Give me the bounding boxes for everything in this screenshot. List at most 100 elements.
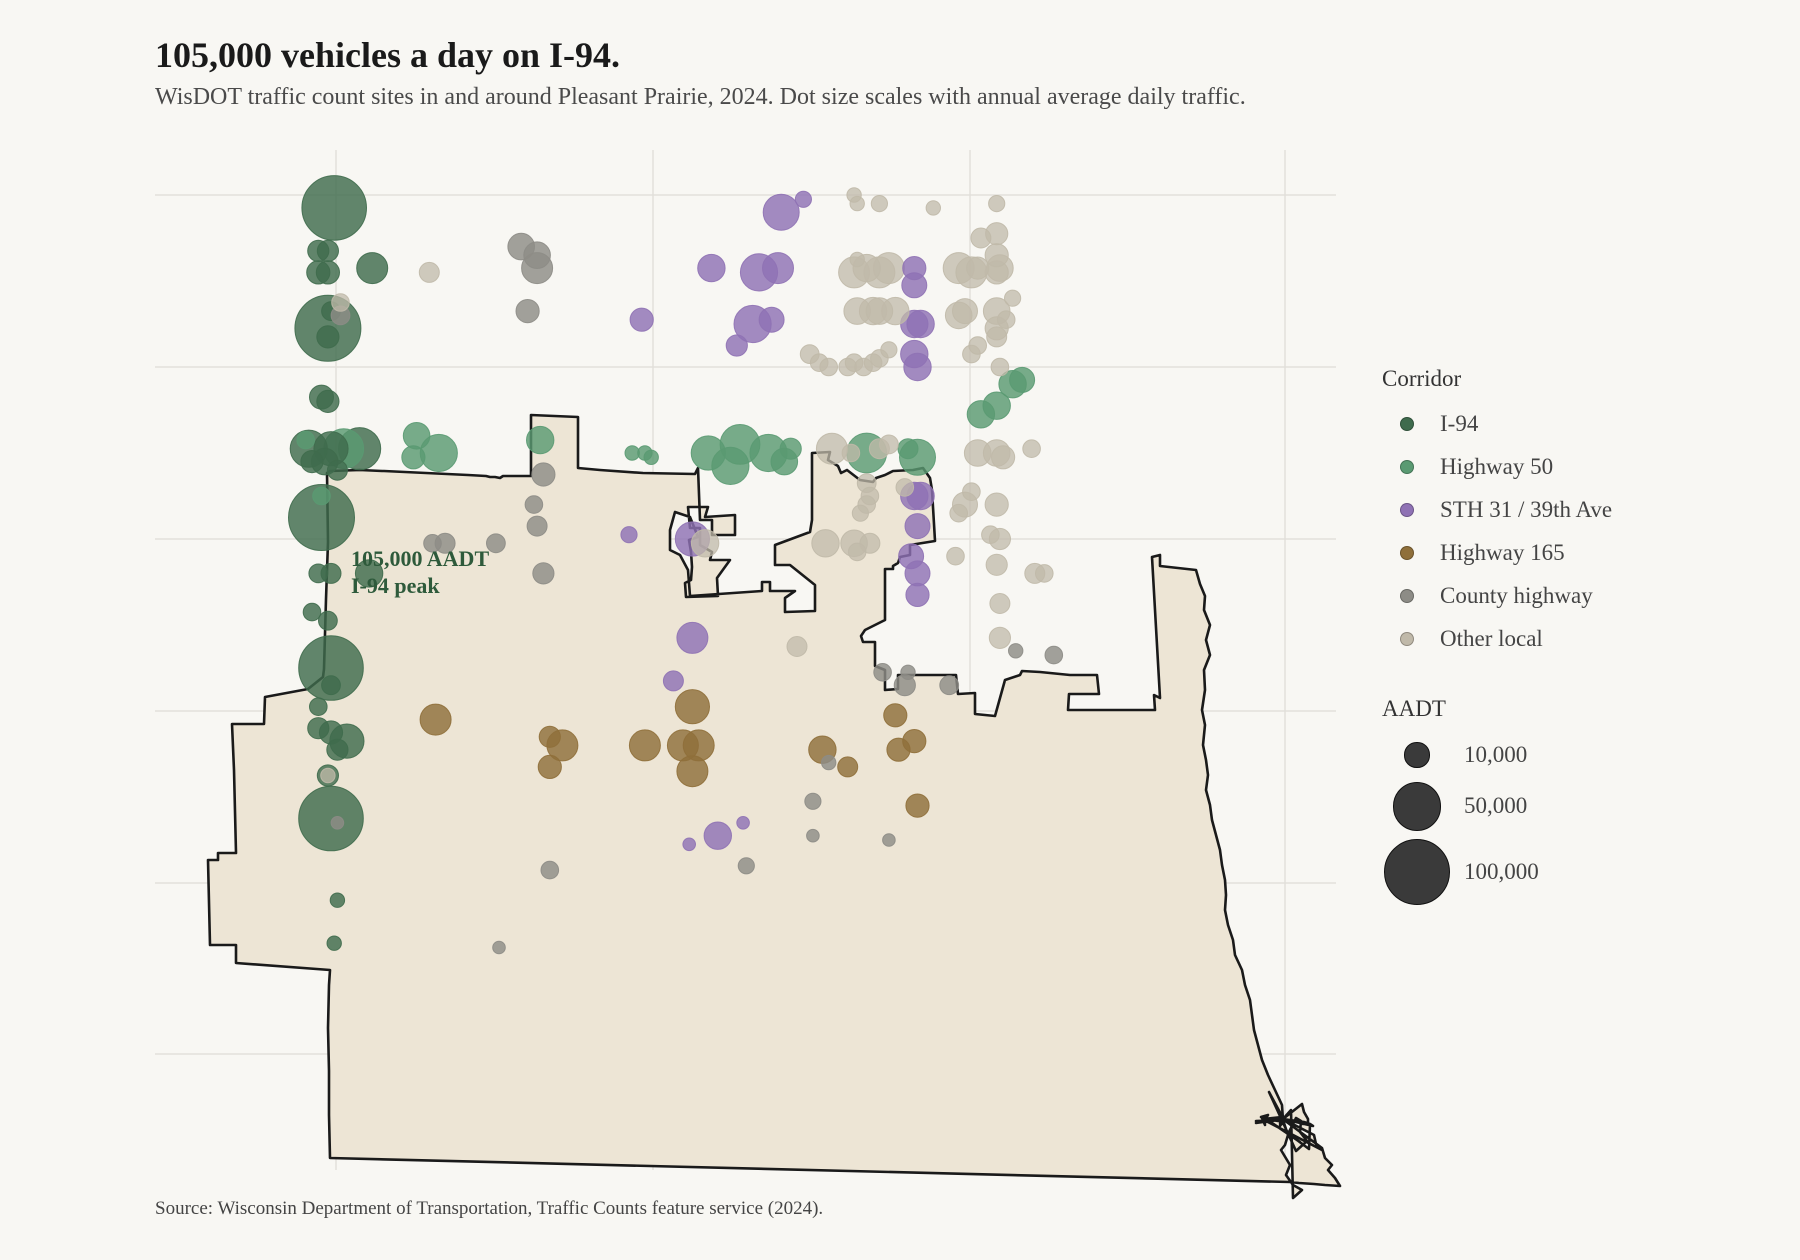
count-site-county[interactable] (515, 299, 540, 324)
count-site-sth31[interactable] (904, 560, 931, 587)
count-site-local[interactable] (847, 542, 867, 562)
count-site-sth31[interactable] (629, 307, 654, 332)
count-site-local[interactable] (984, 243, 1009, 268)
count-site-hwy165[interactable] (419, 703, 452, 736)
count-site-hwy50[interactable] (897, 438, 919, 460)
count-site-local[interactable] (849, 251, 865, 268)
count-site-county[interactable] (804, 792, 822, 810)
count-site-local[interactable] (991, 445, 1016, 470)
count-site-local[interactable] (968, 336, 988, 355)
count-site-i94[interactable] (315, 260, 340, 285)
count-site-local[interactable] (952, 298, 978, 325)
count-site-hwy50[interactable] (643, 449, 659, 465)
count-site-county[interactable] (523, 241, 551, 269)
count-site-local[interactable] (966, 256, 990, 280)
count-site-hwy50[interactable] (402, 422, 431, 450)
count-site-hwy50[interactable] (690, 435, 726, 471)
count-site-i94[interactable] (356, 252, 389, 285)
count-site-local[interactable] (1004, 289, 1022, 307)
count-site-local[interactable] (865, 297, 894, 325)
count-site-local[interactable] (970, 227, 992, 249)
count-site-local[interactable] (811, 529, 840, 558)
count-site-hwy50[interactable] (982, 391, 1011, 420)
count-site-local[interactable] (984, 492, 1009, 517)
count-site-i94[interactable] (316, 239, 339, 262)
count-site-hwy165[interactable] (538, 725, 561, 748)
count-site-county[interactable] (540, 860, 560, 880)
count-site-local[interactable] (320, 767, 336, 784)
count-site-sth31[interactable] (736, 816, 750, 830)
count-site-i94[interactable] (308, 563, 329, 584)
count-site-hwy50[interactable] (526, 425, 555, 455)
count-site-sth31[interactable] (903, 352, 932, 382)
count-site-i94[interactable] (300, 450, 324, 474)
count-site-county[interactable] (737, 857, 755, 875)
count-site-county[interactable] (524, 495, 544, 514)
count-site-local[interactable] (962, 482, 981, 502)
count-site-i94[interactable] (316, 325, 340, 349)
count-site-local[interactable] (989, 593, 1011, 614)
count-site-county[interactable] (531, 462, 556, 487)
count-site-local[interactable] (690, 529, 720, 558)
count-site-sth31[interactable] (902, 256, 927, 281)
count-site-i94[interactable] (298, 785, 364, 852)
count-site-hwy50[interactable] (779, 437, 802, 460)
count-site-hwy165[interactable] (837, 756, 859, 778)
count-site-local[interactable] (925, 200, 941, 216)
count-site-county[interactable] (492, 940, 506, 955)
count-site-county[interactable] (532, 562, 555, 585)
count-site-hwy165[interactable] (902, 729, 927, 754)
count-site-i94[interactable] (326, 459, 348, 481)
count-site-local[interactable] (949, 503, 969, 523)
count-site-local[interactable] (1035, 564, 1054, 583)
count-site-i94[interactable] (309, 697, 328, 717)
count-site-sth31[interactable] (762, 193, 800, 231)
count-site-local[interactable] (988, 195, 1006, 213)
count-site-hwy165[interactable] (676, 755, 709, 788)
count-site-local[interactable] (418, 261, 440, 283)
count-site-local[interactable] (841, 443, 861, 463)
count-site-i94[interactable] (302, 602, 322, 622)
count-site-local[interactable] (981, 525, 1000, 545)
count-site-local[interactable] (988, 626, 1012, 650)
count-site-hwy165[interactable] (883, 703, 908, 728)
count-site-local[interactable] (1022, 439, 1041, 459)
count-site-county[interactable] (330, 816, 345, 830)
count-site-local[interactable] (786, 636, 808, 657)
count-site-sth31[interactable] (697, 253, 726, 283)
count-site-hwy165[interactable] (674, 689, 711, 725)
count-site-i94[interactable] (307, 717, 330, 740)
count-site-hwy50[interactable] (296, 430, 316, 450)
count-site-hwy50[interactable] (312, 486, 331, 506)
count-site-hwy165[interactable] (905, 793, 930, 818)
count-site-county[interactable] (526, 515, 548, 537)
count-site-local[interactable] (819, 357, 839, 377)
count-site-i94[interactable] (354, 559, 384, 588)
count-site-county[interactable] (882, 833, 896, 847)
count-site-sth31[interactable] (905, 582, 930, 608)
count-site-county[interactable] (939, 675, 960, 696)
count-site-sth31[interactable] (725, 334, 748, 357)
count-site-sth31[interactable] (682, 837, 697, 852)
count-site-sth31[interactable] (794, 190, 813, 208)
count-site-local[interactable] (851, 504, 870, 522)
count-site-sth31[interactable] (662, 670, 684, 692)
count-site-sth31[interactable] (762, 252, 794, 285)
count-site-local[interactable] (990, 357, 1010, 377)
count-site-county[interactable] (806, 828, 820, 843)
count-site-i94[interactable] (316, 389, 340, 413)
count-site-hwy50[interactable] (1009, 366, 1036, 393)
count-site-county[interactable] (423, 534, 442, 553)
count-site-i94[interactable] (301, 175, 368, 241)
count-site-county[interactable] (486, 533, 506, 554)
count-site-local[interactable] (870, 195, 889, 213)
count-site-county[interactable] (900, 664, 916, 680)
count-site-i94[interactable] (288, 484, 355, 551)
count-site-i94[interactable] (326, 738, 349, 761)
count-site-local[interactable] (331, 293, 350, 312)
count-site-sth31[interactable] (620, 526, 638, 544)
count-site-local[interactable] (895, 478, 915, 497)
count-site-local[interactable] (985, 553, 1008, 576)
count-site-i94[interactable] (329, 892, 346, 908)
count-site-sth31[interactable] (906, 309, 935, 339)
